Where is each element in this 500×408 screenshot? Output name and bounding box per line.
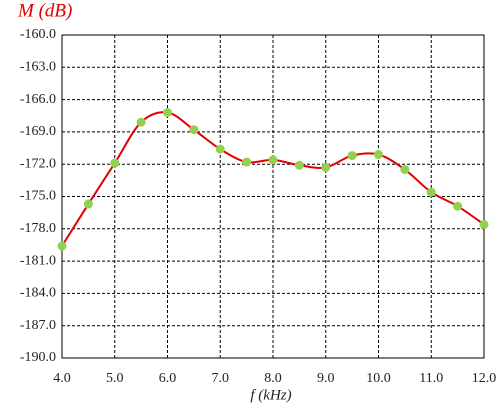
data-point [136,117,146,127]
data-point [479,219,489,229]
data-point [57,241,67,251]
x-tick-label: 11.0 [419,371,443,386]
y-tick-label: -169.0 [20,124,56,139]
y-tick-label: -166.0 [20,92,56,107]
data-point [426,187,436,197]
y-tick-label: -181.0 [20,253,56,268]
y-tick-label: -163.0 [20,60,56,75]
data-point [163,108,172,118]
y-tick-label: -178.0 [20,221,56,236]
x-tick-label: 5.0 [106,371,124,386]
data-point [215,144,225,154]
data-point [268,155,278,165]
y-tick-label: -190.0 [20,350,56,365]
x-axis-title: f (kHz) [250,387,291,403]
data-point [400,165,410,175]
y-tick-label: -172.0 [20,156,56,171]
y-tick-label: -160.0 [20,27,56,42]
data-point [374,150,383,160]
x-tick-label: 12.0 [472,371,497,386]
data-point [294,160,304,170]
y-tick-label: -187.0 [20,318,56,333]
y-tick-label: -175.0 [20,189,56,204]
x-tick-label: 10.0 [366,371,391,386]
data-point [321,162,331,172]
x-tick-label: 9.0 [317,371,335,386]
plot-frame [61,34,485,359]
x-tick-label: 8.0 [264,371,282,386]
y-tick-label: -184.0 [20,286,56,301]
data-point [453,201,463,211]
data-point [189,125,199,135]
x-tick-label: 6.0 [159,371,177,386]
data-point [110,158,120,168]
x-tick-label: 4.0 [53,371,71,386]
data-point [347,151,357,161]
data-point [242,157,252,167]
data-point [83,199,93,209]
y-axis-title: M (dB) [17,0,72,21]
x-tick-label: 7.0 [212,371,230,386]
